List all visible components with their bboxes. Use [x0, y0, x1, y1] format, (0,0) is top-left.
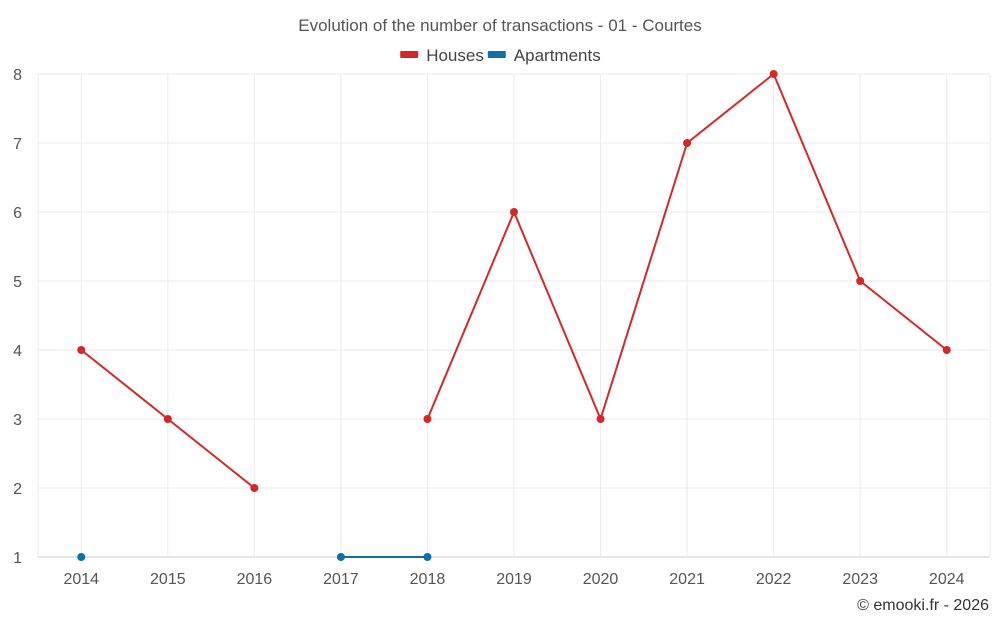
- x-tick-label: 2014: [63, 571, 99, 588]
- houses-point[interactable]: [683, 139, 692, 147]
- credit-text: © emooki.fr - 2026: [857, 597, 989, 614]
- x-tick-label: 2023: [842, 571, 878, 588]
- y-axis: 1 2 3 4 5 6 7 8: [13, 67, 22, 567]
- houses-point[interactable]: [423, 415, 432, 423]
- x-tick-label: 2016: [237, 571, 273, 588]
- houses-point[interactable]: [250, 484, 259, 492]
- x-tick-label: 2018: [410, 571, 446, 588]
- houses-point[interactable]: [510, 208, 518, 216]
- gridlines: [37, 73, 991, 558]
- x-tick-label: 2024: [929, 571, 965, 588]
- apartments-point[interactable]: [423, 553, 432, 561]
- legend: Houses Apartments: [400, 46, 601, 65]
- x-tick-label: 2019: [496, 571, 532, 588]
- apartments-point[interactable]: [77, 553, 86, 561]
- y-tick-label: 4: [13, 343, 22, 360]
- y-tick-label: 3: [13, 412, 22, 429]
- chart-title: Evolution of the number of transactions …: [298, 16, 701, 35]
- y-tick-label: 5: [13, 274, 22, 291]
- apartments-legend-label[interactable]: Apartments: [514, 46, 601, 65]
- houses-point[interactable]: [769, 70, 778, 78]
- y-tick-label: 6: [13, 205, 22, 222]
- houses-point[interactable]: [163, 415, 172, 423]
- x-tick-label: 2021: [669, 571, 705, 588]
- y-tick-label: 2: [13, 481, 22, 498]
- houses-point[interactable]: [77, 346, 86, 354]
- houses-point[interactable]: [596, 415, 605, 423]
- y-tick-label: 7: [13, 136, 22, 153]
- houses-point[interactable]: [856, 277, 865, 285]
- series-layer: [77, 70, 951, 561]
- y-tick-label: 8: [13, 67, 22, 84]
- y-tick-label: 1: [13, 550, 22, 567]
- x-tick-label: 2020: [583, 571, 619, 588]
- houses-legend-swatch: [400, 51, 419, 58]
- x-tick-label: 2015: [150, 571, 186, 588]
- apartments-legend-swatch: [487, 51, 506, 58]
- x-axis: 2014 2015 2016 2017 2018 2019 2020 2021 2022 2023…: [63, 571, 964, 588]
- apartments-point[interactable]: [336, 553, 345, 561]
- x-tick-label: 2017: [323, 571, 359, 588]
- x-tick-label: 2022: [756, 571, 792, 588]
- houses-point[interactable]: [942, 346, 951, 354]
- houses-legend-label[interactable]: Houses: [426, 46, 484, 65]
